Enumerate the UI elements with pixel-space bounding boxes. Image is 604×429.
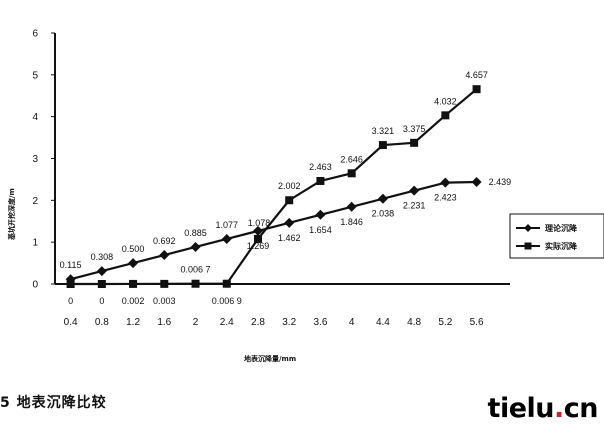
theory-point xyxy=(315,209,326,220)
actual-point xyxy=(441,111,450,120)
actual-point xyxy=(222,279,231,288)
watermark-dot: . xyxy=(554,393,564,424)
actual-point xyxy=(253,234,262,243)
actual-data-label: 0.002 xyxy=(122,296,145,306)
y-tick-label: 1 xyxy=(32,238,38,249)
actual-data-label: 2.463 xyxy=(309,162,332,172)
theory-data-label: 1.462 xyxy=(278,233,301,243)
theory-point xyxy=(346,201,357,212)
chart-series xyxy=(65,85,482,288)
legend-label-theory: 理论沉降 xyxy=(545,223,578,233)
x-tick-label: 4 xyxy=(349,317,355,328)
theory-point xyxy=(471,176,482,187)
actual-point xyxy=(378,141,387,150)
theory-point xyxy=(128,258,139,269)
x-tick-label: 5.6 xyxy=(470,317,484,328)
theory-data-label: 0.500 xyxy=(122,244,145,254)
actual-point xyxy=(66,280,75,288)
actual-point xyxy=(347,169,356,178)
actual-data-label: 0 xyxy=(99,296,104,306)
legend-square-marker xyxy=(524,242,532,250)
actual-point xyxy=(410,138,419,147)
series-line-actual xyxy=(70,88,478,286)
x-tick-label: 5.2 xyxy=(438,317,452,328)
y-tick-label: 0 xyxy=(32,280,38,291)
actual-point xyxy=(191,279,200,288)
actual-data-label: 0.003 xyxy=(153,296,176,306)
x-axis-title: 地表沉降量/mm xyxy=(244,354,296,363)
actual-point xyxy=(472,85,481,94)
actual-data-label: 3.321 xyxy=(372,126,395,136)
x-tick-label: 2 xyxy=(193,317,199,328)
theory-point xyxy=(96,266,107,277)
x-tick-label: 3.2 xyxy=(282,317,296,328)
actual-point xyxy=(129,279,138,288)
theory-point xyxy=(284,217,295,228)
theory-data-label: 1.269 xyxy=(247,241,270,251)
y-tick-label: 5 xyxy=(32,70,38,81)
legend-diamond-marker xyxy=(524,224,532,232)
x-tick-label: 2.8 xyxy=(251,317,265,328)
x-tick-label: 0.4 xyxy=(64,317,78,328)
legend-box xyxy=(509,213,604,259)
x-tick-label: 2.4 xyxy=(220,317,234,328)
theory-data-label: 2.439 xyxy=(489,177,512,187)
theory-point xyxy=(159,250,170,261)
y-tick-label: 2 xyxy=(32,196,38,207)
actual-point xyxy=(316,176,325,185)
theory-data-label: 1.654 xyxy=(309,225,332,235)
figure-caption: 5 地表沉降比较 xyxy=(0,395,107,411)
theory-data-label: 0.885 xyxy=(184,228,207,238)
y-tick-label: 4 xyxy=(32,112,38,123)
actual-data-label: 0.006 9 xyxy=(212,296,242,306)
theory-point xyxy=(440,177,451,188)
theory-point xyxy=(252,225,263,236)
x-tick-label: 1.2 xyxy=(126,317,140,328)
actual-data-label: 1.078 xyxy=(248,218,271,228)
theory-point xyxy=(409,185,420,196)
actual-data-label: 0.006 7 xyxy=(181,265,211,275)
series-line-theory xyxy=(70,180,477,281)
legend: 理论沉降 实际沉降 xyxy=(509,213,604,259)
x-tick-label: 4.8 xyxy=(407,317,421,328)
actual-data-label: 2.646 xyxy=(340,154,363,164)
theory-data-label: 0.115 xyxy=(60,260,82,270)
chart: 0 1 2 3 4 5 6 0.4 0.8 1.2 1.6 2 2.4 2.8 3.2 3.6 4 4.4 4.8 5… xyxy=(7,29,604,363)
legend-label-actual: 实际沉降 xyxy=(545,241,578,251)
theory-data-label: 1.846 xyxy=(340,217,363,227)
theory-point xyxy=(377,193,388,204)
x-tick-label: 4.4 xyxy=(376,317,390,328)
actual-data-label: 2.002 xyxy=(278,181,301,191)
theory-data-label: 2.038 xyxy=(372,209,395,219)
theory-data-label: 2.423 xyxy=(434,193,457,203)
theory-data-label: 0.308 xyxy=(91,252,114,262)
actual-point xyxy=(97,280,106,288)
y-tick-label: 6 xyxy=(32,29,38,40)
actual-data-label: 4.657 xyxy=(465,70,488,80)
chart-data-labels: 0.115 0.308 0.500 0.692 0.885 1.077 1.269 1.462… xyxy=(60,70,511,306)
watermark-suffix: cn xyxy=(563,393,599,424)
theory-point xyxy=(190,241,201,252)
y-tick-label: 3 xyxy=(32,154,38,165)
actual-data-label: 4.032 xyxy=(434,96,457,106)
theory-data-label: 0.692 xyxy=(153,236,176,246)
x-tick-label: 1.6 xyxy=(157,317,171,328)
x-tick-label: 3.6 xyxy=(313,317,327,328)
actual-point xyxy=(285,196,294,205)
theory-data-label: 1.077 xyxy=(215,220,238,230)
x-tick-label: 0.8 xyxy=(95,317,109,328)
y-axis-title: 基坑开挖深度/m xyxy=(7,188,16,241)
theory-point xyxy=(221,233,232,244)
watermark-logo: tielu.cn xyxy=(487,393,599,424)
watermark-prefix: tielu xyxy=(487,393,555,424)
actual-data-label: 3.375 xyxy=(403,124,426,134)
actual-point xyxy=(160,279,169,288)
theory-data-label: 2.231 xyxy=(403,201,426,211)
actual-data-label: 0 xyxy=(68,296,73,306)
